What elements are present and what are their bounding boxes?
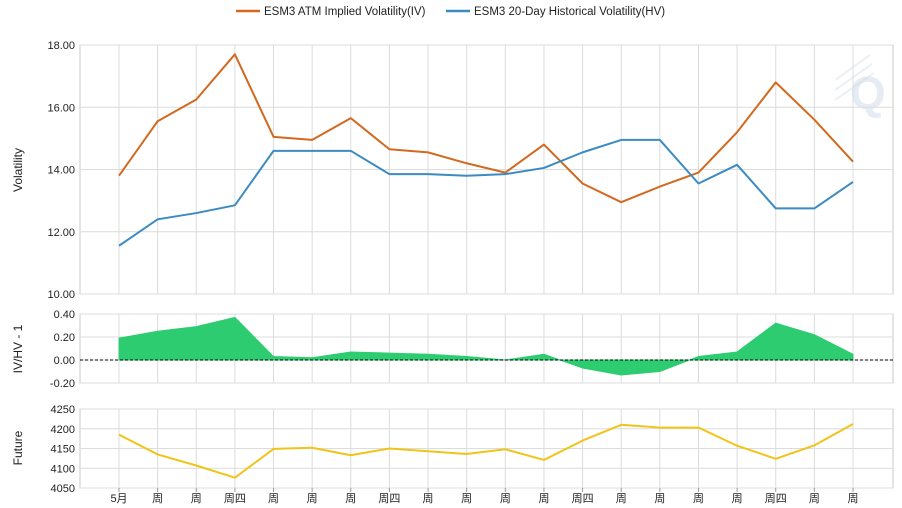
x-tick-label: 周四 (765, 492, 787, 505)
y-tick-label: 16.00 (47, 102, 75, 114)
x-tick-label: 周 (538, 492, 549, 505)
x-tick-label: 周四 (572, 492, 594, 505)
y-tick-label: 0.20 (54, 332, 75, 344)
y-tick-label: 4100 (51, 463, 75, 475)
watermark-logo: Q (850, 67, 886, 119)
x-tick-label: 周 (809, 492, 820, 505)
y-axis-title: Future (11, 430, 25, 465)
y-tick-label: 10.00 (47, 289, 75, 301)
watermark-stripe (834, 72, 875, 101)
y-tick-label: 12.00 (47, 227, 75, 239)
hv-series-line (118, 138, 854, 247)
x-tick-label: 周 (693, 492, 704, 505)
iv-series-line (118, 53, 854, 204)
iv-hv-ratio-panel: -0.20 0.00 0.20 0.40 IV/HV - 1 (11, 309, 894, 390)
legend-iv-label: ESM3 ATM Implied Volatility(IV) (264, 6, 426, 18)
x-tick-label: 周 (654, 492, 665, 505)
y-tick-label: 4150 (51, 444, 75, 456)
y-tick-label: 0.00 (54, 355, 75, 367)
y-tick-label: 0.40 (54, 309, 75, 321)
x-tick-label: 周 (191, 492, 202, 505)
ratio-area (118, 316, 854, 376)
volatility-panel: 10.00 12.00 14.00 16.00 18.00 Volatility (11, 40, 894, 301)
y-tick-label: 4050 (51, 483, 75, 495)
future-series-line (118, 423, 854, 479)
x-tick-label: 周 (500, 492, 511, 505)
legend-hv-label: ESM3 20-Day Historical Volatility(HV) (474, 6, 665, 18)
y-axis-title: IV/HV - 1 (11, 324, 25, 373)
x-tick-label: 周 (616, 492, 627, 505)
legend: ESM3 ATM Implied Volatility(IV) ESM3 20-… (236, 6, 665, 18)
x-tick-label: 周四 (224, 492, 246, 505)
y-tick-label: 18.00 (47, 40, 75, 52)
x-tick-label: 周 (152, 492, 163, 505)
x-tick-label: 周 (423, 492, 434, 505)
x-tick-label: 周 (461, 492, 472, 505)
x-tick-label: 周 (732, 492, 743, 505)
watermark: Q (834, 54, 886, 119)
x-tick-label: 周 (268, 492, 279, 505)
y-tick-label: 4250 (51, 404, 75, 416)
y-tick-label: -0.20 (50, 378, 75, 390)
x-tick-label: 周 (848, 492, 859, 505)
future-panel: 4050 4100 4150 4200 4250 Future 5月 周 周 周四 周 周 周 周四 周 周 周… (11, 404, 894, 505)
y-tick-label: 14.00 (47, 165, 75, 177)
x-tick-label: 周 (345, 492, 356, 505)
y-tick-label: 4200 (51, 424, 75, 436)
y-axis-title: Volatility (11, 148, 25, 192)
x-tick-label: 周 (307, 492, 318, 505)
x-tick-label: 5月 (110, 493, 127, 505)
x-tick-label: 周四 (378, 492, 400, 505)
